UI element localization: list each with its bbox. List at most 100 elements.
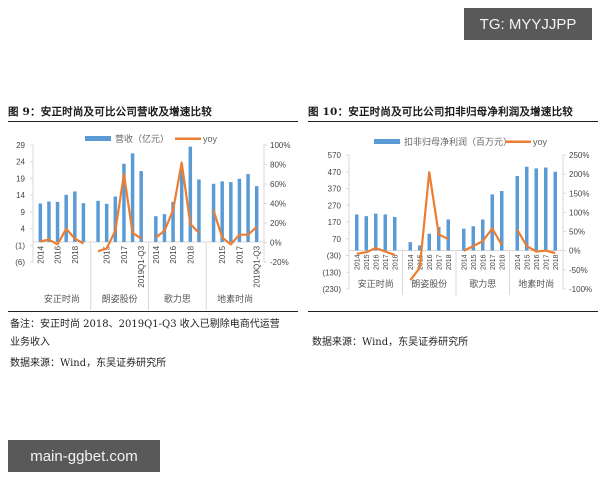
legend-bar-label: 营收（亿元） [115,133,169,144]
left-axis-tick-label: (230) [322,285,341,294]
figure-10-title-rule [308,121,598,122]
bar [364,216,368,251]
right-axis-tick-label: -50% [569,266,588,275]
category-label: 2018 [71,245,80,263]
group-label: 朗姿股份 [102,293,138,304]
bar [446,219,450,251]
bar [525,166,529,251]
yoy-line [97,173,142,253]
bar [171,201,175,242]
group-label: 歌力思 [469,278,496,289]
yoy-line [212,209,258,246]
category-label: 2015 [364,254,371,270]
category-label: 2014 [355,254,362,270]
left-axis-tick-label: 70 [332,235,341,244]
bar [237,178,242,242]
bar [544,167,548,251]
left-axis-tick-label: 170 [328,218,342,227]
bar [139,171,143,242]
category-label: 2015 [218,245,227,263]
figure-9-bottom-rule [8,311,298,312]
left-axis-tick-label: 24 [16,158,25,167]
category-label: 2017 [235,245,244,263]
bar [437,227,441,251]
bar [515,175,519,251]
legend-bar-swatch [85,136,111,141]
right-axis-tick-label: 50% [569,228,585,237]
bar [418,245,422,251]
category-label: 2016 [169,245,178,263]
right-axis-tick-label: -100% [569,285,592,294]
bar [130,153,135,242]
category-label: 2017 [437,254,444,270]
bar [81,203,86,242]
left-axis-tick-label: (130) [322,268,341,277]
bar [553,171,557,251]
left-axis-tick-label: 14 [16,191,25,200]
category-label: 2014 [152,245,161,263]
watermark-bottom-left: main-ggbet.com [8,440,160,472]
category-label: 2016 [374,254,381,270]
category-label: 2018 [500,254,507,270]
bar [383,214,387,251]
yoy-line [155,161,200,239]
watermark-top-right: TG: MYYJJPP [464,8,592,40]
watermark-top-right-text: TG: MYYJJPP [479,15,577,33]
bar [96,200,100,242]
figure-10-bottom-rule [308,311,598,312]
bar [229,182,233,242]
left-axis-tick-label: 19 [16,174,25,183]
category-label: 2018 [553,254,560,270]
bar [393,216,397,251]
category-label: 2014 [462,254,469,270]
left-axis-tick-label: 4 [21,225,26,234]
left-axis-tick-label: 9 [21,208,26,217]
right-axis-tick-label: 40% [270,200,286,209]
right-axis-tick-label: 150% [569,189,589,198]
figure-10-title: 图 10：安正时尚及可比公司扣非归母净利润及增速比较 [308,106,573,118]
category-label: 2017 [490,254,497,270]
right-axis-tick-label: 20% [270,219,286,228]
bar [47,201,51,242]
bar [500,191,504,251]
category-label: 2015 [471,254,478,270]
group-label: 安正时尚 [44,293,80,304]
left-axis-tick-label: 570 [328,151,342,160]
legend-bar-swatch [374,139,400,144]
left-axis-tick-label: (30) [327,252,342,261]
bar [154,216,158,242]
bar [122,163,126,242]
yoy-line [409,171,449,281]
left-axis-tick-label: 29 [16,141,25,150]
bar [113,196,118,242]
legend-line-swatch [505,140,531,143]
bar [462,228,466,251]
right-axis-tick-label: 0% [270,239,282,248]
right-axis-tick-label: 250% [569,151,589,160]
bar [73,191,77,242]
right-axis-tick-label: -20% [270,258,289,267]
bar [197,179,201,242]
left-axis-tick-label: 270 [328,201,342,210]
yoy-line [40,227,84,246]
bar [355,214,359,251]
bar [374,213,378,251]
group-label: 朗姿股份 [411,278,447,289]
right-axis-tick-label: 60% [270,180,286,189]
legend-line-label: yoy [533,137,548,147]
right-axis-tick-label: 100% [270,141,290,150]
bar [246,174,250,242]
category-label: 2017 [120,245,129,263]
category-label: 2017 [544,254,551,270]
category-label: 2017 [383,254,390,270]
group-label: 地素时尚 [217,293,253,304]
yoy-line [516,229,556,255]
bar [64,194,68,242]
right-axis-tick-label: 0% [569,247,581,256]
category-label: 2014 [408,254,415,270]
right-axis-tick-label: 100% [569,208,589,217]
figure-9-source: 数据来源：Wind，东吴证券研究所 [10,358,167,369]
bar [104,203,109,242]
category-label: 2014 [36,245,45,263]
